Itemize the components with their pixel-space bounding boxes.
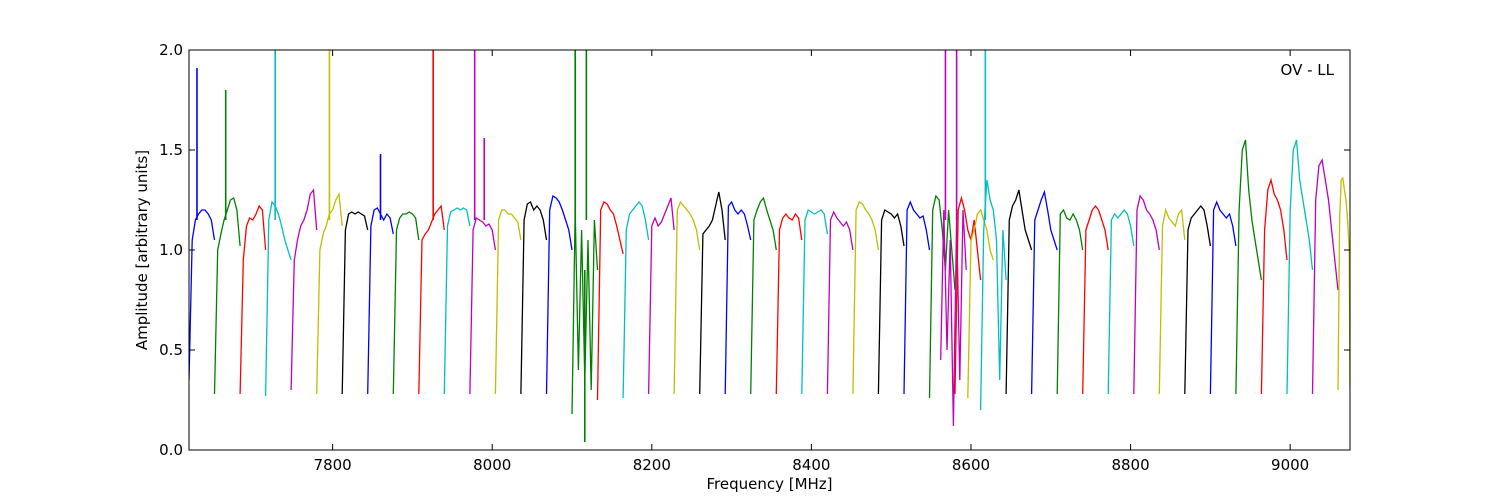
channel-line-23: [750, 196, 777, 395]
ticks-layer: 7800 8000 8200 8400 8600 8800 9000 0.0 0.5 1.0 1.5…: [159, 41, 1350, 474]
y-axis-label: Amplitude [arbitrary units]: [133, 150, 151, 350]
channel-line-33: [967, 208, 994, 399]
channel-line-30: [928, 194, 956, 399]
x-tick-label: 8800: [1111, 456, 1149, 474]
plot-frame: [188, 49, 1351, 451]
channel-line-9: [392, 211, 420, 395]
channel-line-38: [1082, 204, 1109, 395]
channel-line-3: [239, 204, 267, 395]
y-tick-label: 2.0: [159, 41, 183, 59]
x-tick-label: 9000: [1271, 456, 1309, 474]
channel-line-4: [264, 200, 292, 397]
x-axis-label: Frequency [MHz]: [706, 475, 832, 493]
channel-line-28: [877, 209, 905, 395]
channel-line-8: [367, 207, 394, 395]
channel-line-29: [903, 200, 931, 395]
channel-line-32: [954, 195, 982, 395]
channel-line-37: [1056, 208, 1084, 395]
annotation-label: OV - LL: [1281, 61, 1335, 79]
channel-line-5: [290, 188, 318, 391]
channel-line-12: [469, 216, 497, 395]
channel-line-45: [1260, 177, 1288, 395]
channel-line-40: [1133, 194, 1160, 395]
channel-line-15: [545, 194, 573, 395]
channel-line-26: [826, 210, 854, 395]
y-tick-label: 1.5: [159, 141, 183, 159]
channel-line-18: [622, 200, 650, 399]
channel-line-2: [213, 196, 241, 395]
x-tick-label: 8400: [792, 456, 830, 474]
y-tick-label: 0.5: [159, 341, 183, 359]
x-tick-label: 7800: [314, 456, 352, 474]
channel-line-14: [520, 201, 548, 395]
channel-line-7: [341, 211, 369, 395]
channel-line-36: [1030, 189, 1058, 395]
channel-line-47: [1311, 157, 1339, 395]
channel-line-27: [852, 201, 880, 395]
y-tick-label: 1.0: [159, 241, 183, 259]
x-tick-label: 8200: [633, 456, 671, 474]
channel-line-44: [1235, 139, 1263, 395]
channel-line-21: [699, 191, 726, 395]
channel-line-13: [494, 209, 522, 395]
channel-line-31: [940, 209, 967, 427]
channel-line-20: [673, 200, 701, 395]
channel-line-22: [724, 200, 752, 395]
channel-line-17: [596, 201, 624, 401]
channel-line-1: [189, 209, 216, 381]
channel-line-6: [316, 191, 343, 395]
series-layer: [189, 50, 1350, 442]
channel-line-43: [1209, 200, 1237, 395]
channel-line-10: [418, 204, 445, 395]
channel-line-24: [775, 212, 803, 395]
channel-line-19: [647, 197, 675, 395]
channel-line-25: [801, 209, 829, 395]
channel-line-35: [1005, 189, 1033, 395]
channel-line-42: [1184, 204, 1212, 395]
x-tick-label: 8000: [473, 456, 511, 474]
channel-line-48: [1337, 176, 1350, 391]
y-tick-label: 0.0: [159, 441, 183, 459]
channel-line-41: [1158, 207, 1186, 395]
channel-line-34: [979, 179, 1007, 411]
channel-line-11: [443, 207, 471, 395]
channel-line-39: [1107, 208, 1135, 395]
channel-line-46: [1286, 139, 1314, 395]
x-tick-label: 8600: [952, 456, 990, 474]
